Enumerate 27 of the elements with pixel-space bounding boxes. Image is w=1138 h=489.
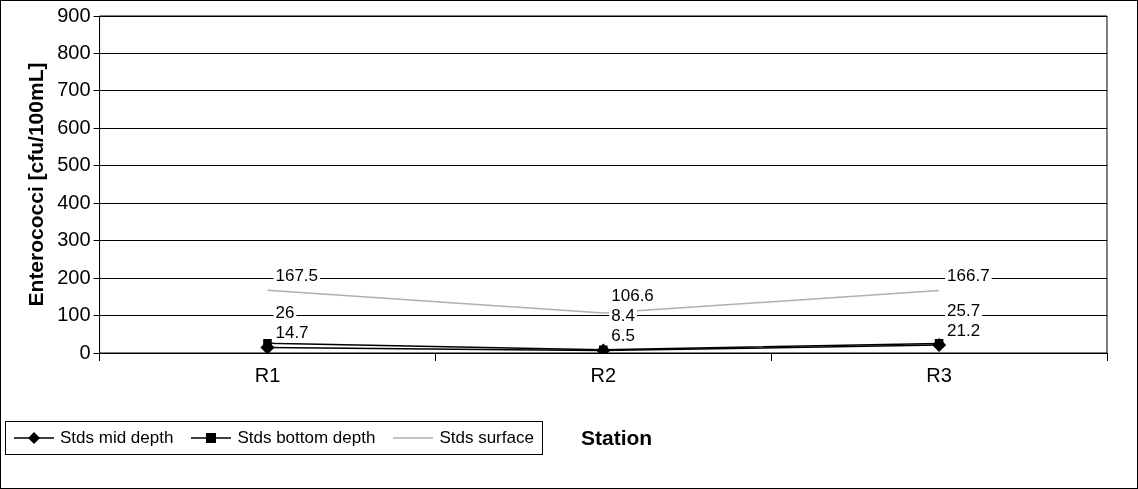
legend-label: Stds mid depth (60, 428, 174, 448)
legend-label: Stds bottom depth (237, 428, 376, 448)
data-label: 6.5 (611, 326, 635, 346)
data-label: 167.5 (275, 265, 319, 285)
x-tick-label: R2 (590, 363, 617, 386)
data-label: 106.6 (611, 286, 654, 306)
y-axis-title: Enterococci [cfu/100mL] (24, 62, 48, 307)
y-tick-label: 600 (57, 115, 91, 138)
legend-label: Stds surface (439, 428, 534, 448)
y-tick-label: 500 (57, 153, 91, 176)
x-tick-label: R1 (254, 363, 281, 386)
y-tick-label: 900 (57, 3, 91, 26)
y-tick-label: 0 (79, 340, 91, 363)
data-label: 166.7 (947, 266, 990, 286)
data-label: 26 (275, 303, 295, 323)
x-tick-label: R3 (926, 363, 952, 386)
y-tick-label: 800 (57, 40, 91, 63)
data-label: 21.2 (947, 320, 981, 340)
y-tick-label: 200 (57, 265, 91, 288)
data-label: 25.7 (947, 300, 981, 320)
y-tick-label: 700 (57, 78, 91, 101)
y-tick-label: 300 (57, 228, 91, 251)
data-label: 8.4 (611, 306, 635, 326)
x-axis-title: Station (581, 426, 653, 450)
y-tick-label: 100 (57, 303, 91, 326)
y-tick-label: 400 (57, 190, 91, 213)
data-label: 14.7 (275, 323, 309, 343)
